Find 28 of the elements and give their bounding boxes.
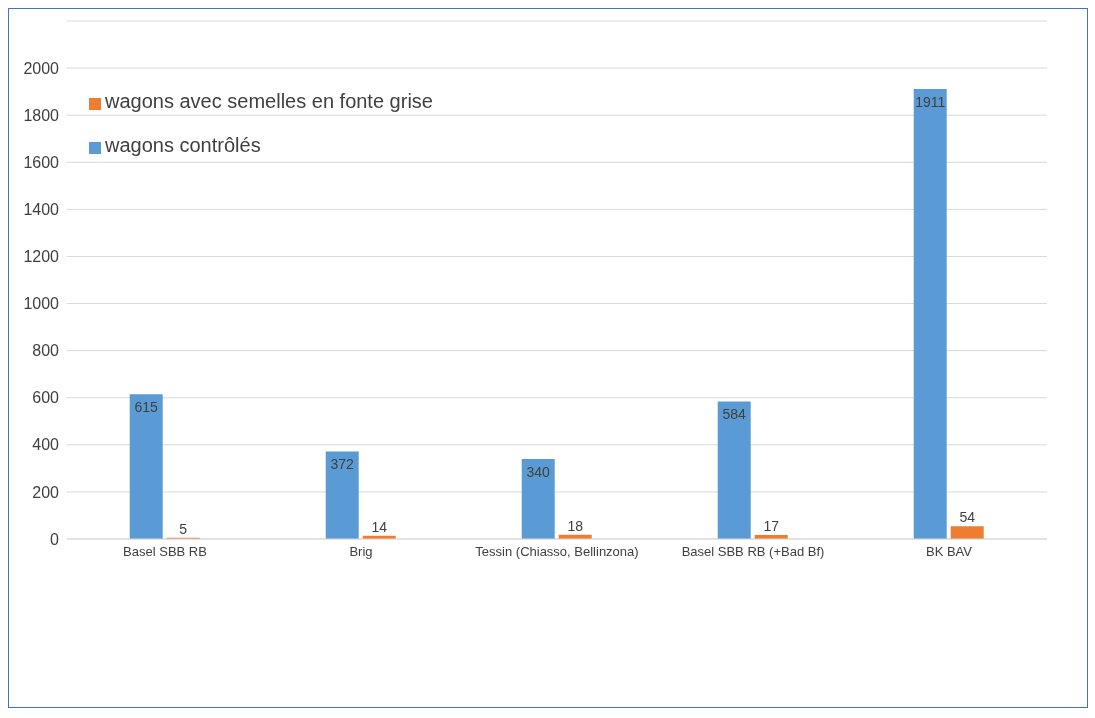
data-label: 18 bbox=[567, 517, 584, 534]
data-label: 1911 bbox=[915, 93, 946, 110]
data-label: 615 bbox=[134, 399, 159, 416]
y-tick-label: 1800 bbox=[23, 106, 60, 124]
data-label: 54 bbox=[959, 509, 976, 526]
data-label: 372 bbox=[330, 456, 355, 473]
y-tick-label: 1600 bbox=[23, 153, 60, 171]
x-tick-label: BK BAV bbox=[925, 544, 973, 560]
y-tick-label: 1400 bbox=[23, 201, 60, 219]
y-tick-label: 2000 bbox=[23, 59, 60, 77]
data-label: 584 bbox=[722, 406, 747, 423]
data-label: 340 bbox=[526, 463, 551, 480]
x-tick-label: Basel SBB RB (+Bad Bf) bbox=[681, 544, 825, 560]
data-label: 17 bbox=[763, 518, 780, 534]
y-tick-label: 600 bbox=[32, 389, 60, 407]
y-tick-label: 0 bbox=[50, 530, 60, 548]
legend-label: wagons contrôlés bbox=[105, 134, 261, 156]
y-tick-label: 400 bbox=[32, 436, 60, 454]
y-tick-label: 1200 bbox=[23, 248, 60, 266]
data-label: 5 bbox=[179, 520, 188, 537]
y-tick-label: 800 bbox=[32, 342, 60, 360]
x-tick-label: Tessin (Chiasso, Bellinzona) bbox=[475, 544, 639, 560]
legend-label: wagons avec semelles en fonte grise bbox=[105, 90, 433, 112]
x-tick-label: Basel SBB RB bbox=[123, 544, 207, 560]
x-tick-label: Brig bbox=[349, 544, 373, 560]
y-tick-label: 200 bbox=[32, 483, 60, 501]
y-tick-label: 1000 bbox=[23, 295, 60, 313]
data-label: 14 bbox=[371, 518, 388, 535]
